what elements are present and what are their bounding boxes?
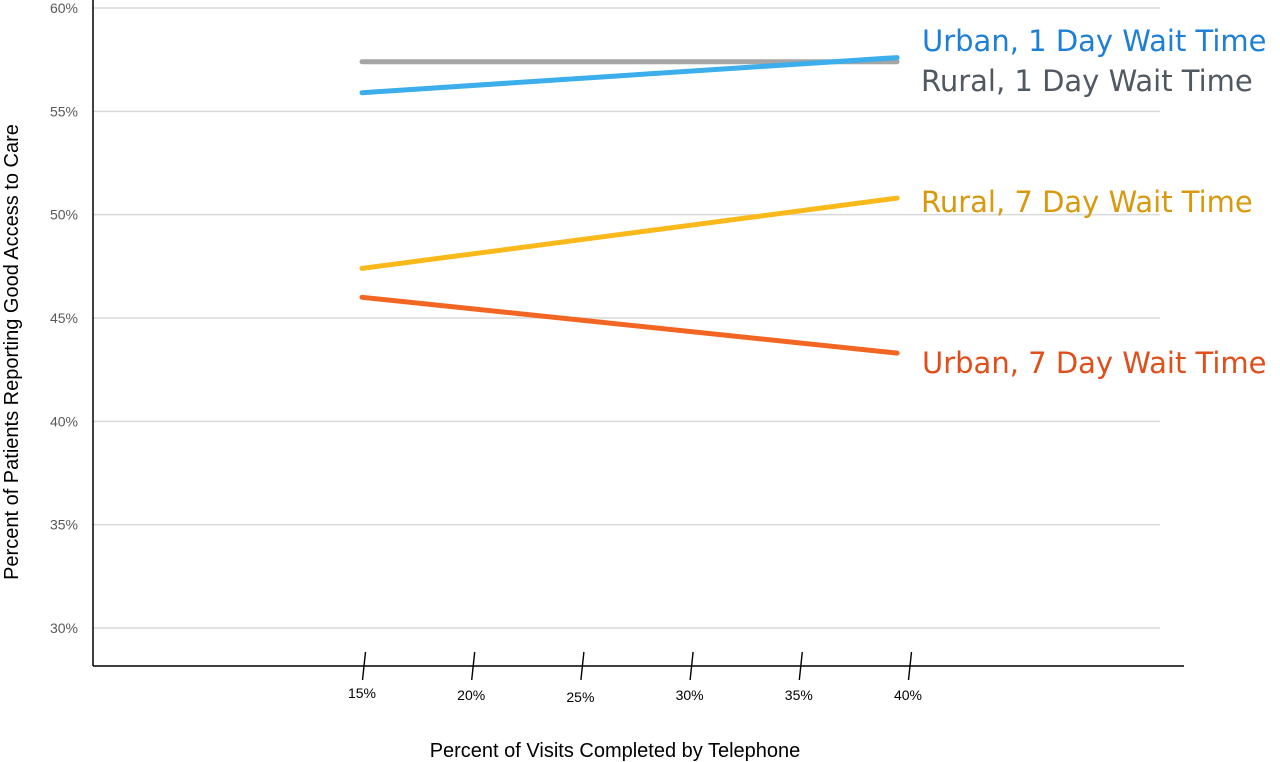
x-tick-label: 25% — [566, 689, 594, 705]
x-tick-mark — [580, 651, 585, 681]
y-tick-label: 60% — [50, 0, 78, 16]
x-tick-label: 35% — [785, 687, 813, 703]
series-label: Urban, 7 Day Wait Time — [922, 346, 1267, 380]
series-lines — [359, 55, 900, 356]
gridlines — [93, 7, 1160, 629]
y-tick-label: 55% — [50, 103, 78, 119]
y-tick-label: 50% — [50, 207, 78, 223]
x-axis-title: Percent of Visits Completed by Telephone — [430, 740, 801, 762]
x-tick-mark — [907, 651, 913, 681]
series-label: Rural, 1 Day Wait Time — [921, 64, 1253, 98]
y-tick-label: 45% — [50, 310, 78, 326]
y-tick-label: 35% — [50, 517, 78, 533]
x-tick-label: 15% — [348, 685, 376, 701]
series-label: Urban, 1 Day Wait Time — [922, 24, 1267, 58]
y-axis-title: Percent of Patients Reporting Good Acces… — [1, 124, 23, 580]
series-label: Rural, 7 Day Wait Time — [921, 185, 1253, 219]
y-tick-labels: 30% 35% 40% 45% 50% 55% 60% — [50, 0, 78, 636]
x-tick-label: 20% — [457, 687, 485, 703]
y-tick-label: 30% — [50, 620, 78, 636]
series-labels: Urban, 1 Day Wait Time Rural, 1 Day Wait … — [921, 24, 1267, 380]
x-tick-mark — [689, 651, 694, 681]
series-line — [359, 195, 900, 271]
x-tick-label: 40% — [894, 687, 922, 703]
x-tick-mark — [798, 651, 803, 681]
x-tick-label: 30% — [676, 687, 704, 703]
y-tick-label: 40% — [50, 413, 78, 429]
series-line — [359, 294, 900, 356]
x-tick-marks: 15% 20% 25% 30% 35% 40% — [348, 651, 922, 705]
x-tick-mark — [361, 651, 367, 681]
x-tick-mark — [471, 651, 476, 681]
series-line — [359, 55, 900, 96]
